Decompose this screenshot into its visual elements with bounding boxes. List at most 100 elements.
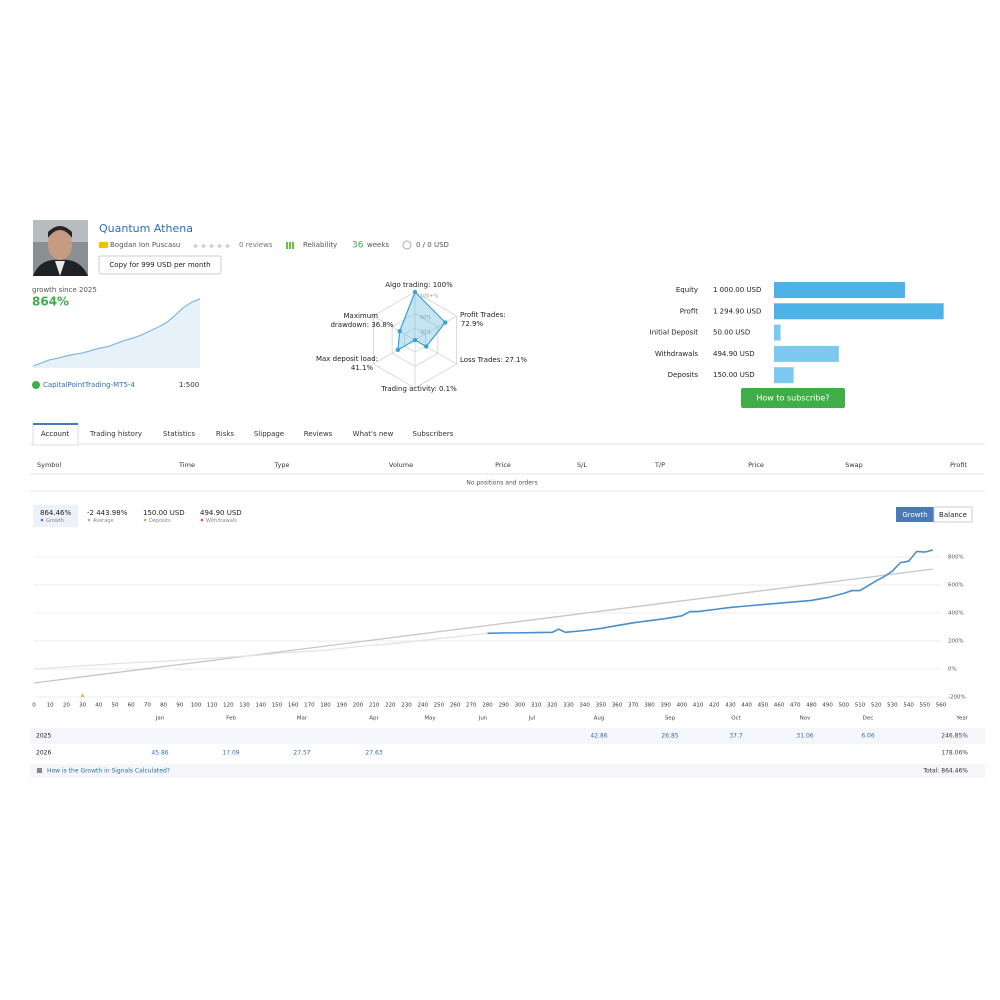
month-value: 37.7 — [729, 733, 743, 740]
reviews: 0 reviews — [239, 241, 273, 249]
column-header: Swap — [845, 461, 863, 469]
empty-message: No positions and orders — [466, 480, 537, 487]
x-tick-label: 460 — [774, 703, 785, 709]
tab[interactable]: Account — [41, 430, 70, 438]
stat-value: 1 294.90 USD — [713, 307, 761, 315]
x-tick-label: 310 — [531, 703, 542, 709]
x-tick-label: 80 — [160, 703, 167, 709]
column-header: Profit — [950, 461, 967, 469]
stat-value: 50.00 USD — [713, 329, 750, 337]
tab[interactable]: What's new — [353, 430, 394, 438]
copy-button-label[interactable]: Copy for 999 USD per month — [109, 261, 210, 269]
radar-point — [412, 289, 418, 295]
reliability-bar — [292, 242, 294, 249]
stat-label: Profit — [680, 307, 699, 315]
x-tick-label: 470 — [790, 703, 801, 709]
tab[interactable]: Statistics — [163, 430, 195, 438]
star: ★ — [224, 242, 231, 251]
x-tick-label: 450 — [758, 703, 769, 709]
x-tick-label: 210 — [369, 703, 380, 709]
month-header: Jun — [478, 716, 488, 722]
radar-label: Max deposit load: — [316, 355, 378, 363]
month-header: Apr — [369, 716, 379, 722]
summary-value: 494.90 USD — [200, 509, 242, 517]
weeks-label: weeks — [367, 241, 389, 249]
tab[interactable]: Reviews — [304, 430, 333, 438]
x-tick-label: 500 — [839, 703, 850, 709]
subscribe-label[interactable]: How to subscribe? — [756, 394, 829, 403]
tab[interactable]: Trading history — [89, 430, 142, 438]
star: ★ — [200, 242, 207, 251]
summary-label: Growth — [46, 518, 64, 524]
x-tick-label: 20 — [63, 703, 70, 709]
reliability: Reliability — [303, 241, 337, 249]
y-tick-label: 0% — [948, 667, 957, 673]
help-link[interactable]: How is the Growth in Signals Calculated? — [47, 768, 170, 775]
radar-label: 41.1% — [351, 364, 374, 372]
x-tick-label: 90 — [176, 703, 183, 709]
month-value: 42.86 — [590, 733, 607, 740]
leverage: 1:500 — [179, 381, 199, 389]
year-label: 2026 — [36, 750, 51, 757]
subscribe-button[interactable] — [741, 388, 845, 408]
x-tick-label: 300 — [515, 703, 526, 709]
y-tick-label: 800% — [948, 555, 964, 561]
column-header: T/P — [654, 461, 665, 469]
x-tick-label: 200 — [353, 703, 364, 709]
x-tick-label: 290 — [498, 703, 509, 709]
tab[interactable]: Subscribers — [413, 430, 454, 438]
radar-point — [395, 347, 401, 353]
radar-label: Maximum — [344, 312, 379, 320]
month-header: Jul — [528, 716, 536, 722]
x-tick-label: 440 — [741, 703, 752, 709]
tab[interactable]: Slippage — [254, 430, 284, 438]
summary-dot — [87, 518, 91, 522]
month-header: Sep — [665, 716, 676, 722]
balance-toggle[interactable] — [933, 506, 973, 523]
growth-label: growth since 2025 — [32, 286, 97, 294]
x-tick-label: 520 — [871, 703, 882, 709]
radar-ring-label: 20% — [420, 330, 431, 336]
tab[interactable]: Risks — [216, 430, 235, 438]
reliability-bar — [286, 242, 288, 249]
x-tick-label: 160 — [288, 703, 299, 709]
radar-spoke — [373, 315, 416, 341]
copy-button[interactable] — [98, 255, 222, 275]
x-tick-label: 30 — [79, 703, 86, 709]
month-header: May — [424, 716, 436, 722]
x-tick-label: 130 — [239, 703, 250, 709]
month-header: Aug — [594, 716, 605, 722]
stat-bar — [774, 324, 781, 341]
x-tick-label: 190 — [336, 703, 347, 709]
summary-label: Deposits — [149, 518, 171, 524]
toggle-label[interactable]: Growth — [902, 511, 927, 519]
radar-point — [443, 320, 448, 325]
total: Total: 864.46% — [922, 768, 968, 775]
sparkline — [32, 298, 201, 367]
star: ★ — [208, 242, 215, 251]
x-tick-label: 40 — [95, 703, 102, 709]
broker: CapitalPointTrading-MT5-4 — [43, 381, 135, 389]
x-tick-label: 270 — [466, 703, 477, 709]
summary-dot — [40, 518, 44, 522]
star: ★ — [216, 242, 223, 251]
toggle-label[interactable]: Balance — [939, 511, 967, 519]
x-tick-label: 120 — [223, 703, 234, 709]
month-value: 17.09 — [222, 750, 239, 757]
x-tick-label: 110 — [207, 703, 218, 709]
summary-value: -2 443.98% — [87, 509, 128, 517]
x-tick-label: 250 — [434, 703, 445, 709]
footer-band — [30, 764, 985, 778]
growth-toggle[interactable] — [896, 507, 934, 522]
x-tick-label: 430 — [725, 703, 736, 709]
column-header: Time — [178, 461, 195, 469]
y-tick-label: 600% — [948, 583, 964, 589]
reliability-bar — [289, 242, 291, 249]
x-tick-label: 350 — [596, 703, 607, 709]
month-value: 178.06% — [941, 750, 968, 757]
month-value: 31.06 — [796, 733, 813, 740]
month-value: 45.86 — [151, 750, 168, 757]
x-tick-label: 330 — [563, 703, 574, 709]
